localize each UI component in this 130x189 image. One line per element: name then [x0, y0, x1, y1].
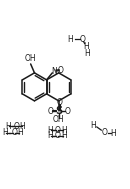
Text: O: O — [102, 128, 107, 136]
Text: H: H — [61, 126, 67, 135]
Text: N: N — [52, 67, 57, 76]
Text: H: H — [17, 128, 23, 137]
Text: O: O — [54, 126, 60, 135]
Text: O: O — [58, 66, 64, 75]
Text: H: H — [47, 126, 53, 135]
Text: H: H — [61, 131, 67, 140]
Text: O: O — [14, 122, 20, 131]
Text: O: O — [79, 35, 85, 44]
Text: OH: OH — [53, 115, 64, 124]
Text: H: H — [110, 129, 116, 138]
Text: H: H — [5, 122, 11, 131]
Text: H: H — [90, 121, 96, 130]
Text: H: H — [83, 42, 89, 51]
Text: H: H — [67, 35, 73, 44]
Text: H: H — [20, 122, 25, 131]
Text: O: O — [54, 131, 60, 140]
Text: OH: OH — [24, 54, 36, 63]
Text: O: O — [47, 107, 53, 115]
Text: H: H — [84, 49, 89, 58]
Text: O: O — [56, 98, 62, 107]
Text: O: O — [64, 107, 70, 115]
Text: S: S — [55, 106, 62, 116]
Text: H: H — [2, 128, 8, 137]
Text: H: H — [47, 131, 53, 140]
Text: O: O — [11, 128, 17, 137]
